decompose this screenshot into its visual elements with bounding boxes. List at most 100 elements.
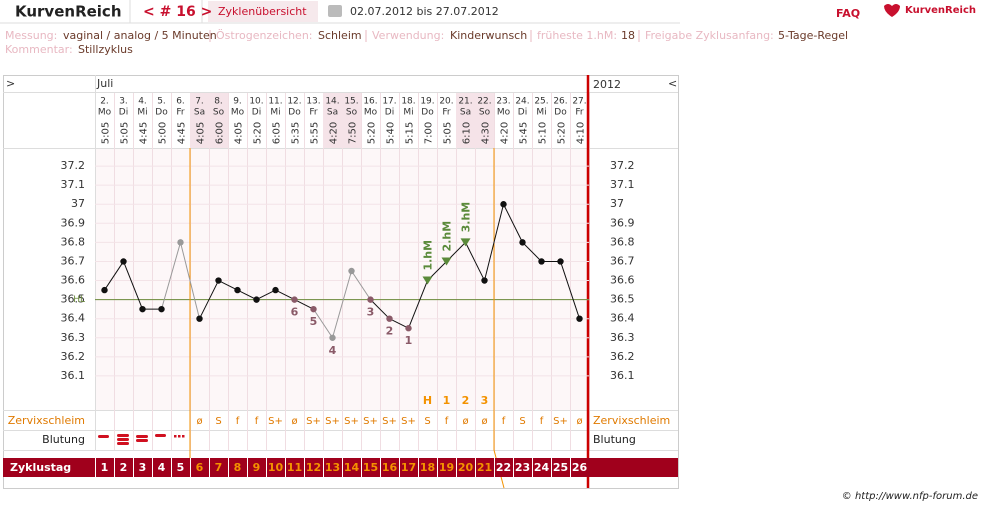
temp-point xyxy=(120,258,127,265)
y-tick-label-right: 37 xyxy=(610,197,624,210)
temp-point xyxy=(557,258,564,265)
weekday-label: Fr xyxy=(309,108,318,118)
cycle-day: 17 xyxy=(401,461,416,474)
date-label: 21. xyxy=(458,97,472,107)
date-label: 17. xyxy=(382,97,396,107)
temp-point xyxy=(215,277,222,284)
weekday-label: Mi xyxy=(536,108,546,118)
temp-point xyxy=(234,286,241,294)
weekday-label: Di xyxy=(252,108,261,118)
y-tick-label-right: 36.8 xyxy=(610,235,635,248)
temp-segment xyxy=(313,308,333,339)
cycle-day: 23 xyxy=(515,461,530,474)
zervix-symbol: S xyxy=(424,416,430,427)
time-label: 5:35 xyxy=(291,122,302,144)
y-tick-label: 36.6 xyxy=(61,274,86,287)
y-tick-label-right: 37.1 xyxy=(610,178,635,191)
time-label: 5:05 xyxy=(120,122,131,144)
weekday-label: Mi xyxy=(137,108,147,118)
nav-right[interactable]: < xyxy=(668,77,677,90)
time-label: 5:20 xyxy=(367,122,378,144)
date-label: 20. xyxy=(439,97,453,107)
bleeding-icon xyxy=(174,435,177,438)
faq-link[interactable]: FAQ xyxy=(836,7,860,20)
bleeding-icon xyxy=(117,434,129,437)
date-range: 02.07.2012 bis 27.07.2012 xyxy=(350,5,499,18)
time-label: 4:05 xyxy=(234,122,245,144)
weekday-label: So xyxy=(479,108,491,118)
weekday-label: Sa xyxy=(194,108,205,118)
temp-segment xyxy=(294,299,314,310)
weekend-shade xyxy=(209,93,228,148)
temp-segment xyxy=(389,318,409,329)
time-label: 5:20 xyxy=(557,122,568,144)
temp-segment xyxy=(237,289,257,301)
weekend-shade xyxy=(456,93,475,148)
time-label: 4:20 xyxy=(329,122,340,144)
low-label: 6 xyxy=(291,306,299,319)
weekday-label: Do xyxy=(421,108,434,118)
info-label: früheste 1.hM: xyxy=(537,29,617,42)
hm-marker xyxy=(460,238,471,247)
date-label: 11. xyxy=(268,97,282,107)
zervix-symbol: S+ xyxy=(363,416,378,427)
weekday-label: So xyxy=(346,108,358,118)
info-value: 5-Tage-Regel xyxy=(778,29,848,42)
date-label: 14. xyxy=(325,97,339,107)
temp-point xyxy=(310,305,317,313)
nav-left[interactable]: > xyxy=(6,77,15,90)
zervix-symbol: f xyxy=(255,416,259,427)
logo[interactable]: KurvenReich xyxy=(15,3,122,21)
print-icon[interactable] xyxy=(328,5,342,17)
time-label: 5:55 xyxy=(310,122,321,144)
info-value: Kinderwunsch xyxy=(450,29,527,42)
hm-marker xyxy=(441,257,452,266)
zervix-symbol: ø xyxy=(481,416,487,427)
date-label: 18. xyxy=(401,97,415,107)
y-tick-label: 37.1 xyxy=(61,178,86,191)
date-label: 15. xyxy=(344,97,358,107)
date-label: 5. xyxy=(157,97,166,107)
brand[interactable]: KurvenReich xyxy=(905,5,976,16)
time-label: 6:10 xyxy=(462,122,473,144)
weekday-label: Fr xyxy=(442,108,451,118)
zervix-symbol: ø xyxy=(462,416,468,427)
year: 2012 xyxy=(593,78,621,91)
hm-label: 1.hM xyxy=(422,240,435,271)
cycle-day: 8 xyxy=(234,461,242,474)
time-label: 5:00 xyxy=(158,122,169,144)
temp-segment xyxy=(123,261,143,310)
time-label: 5:05 xyxy=(443,122,454,144)
temp-segment xyxy=(465,242,485,281)
date-label: 24. xyxy=(515,97,529,107)
cycle-day: 3 xyxy=(139,461,147,474)
peak-label: H xyxy=(423,394,432,407)
cycle-nav[interactable]: < # 16 > xyxy=(143,4,212,20)
date-label: 26. xyxy=(553,97,567,107)
date-label: 6. xyxy=(176,97,185,107)
cycle-day: 21 xyxy=(477,461,492,474)
weekday-label: Fr xyxy=(575,108,584,118)
tab[interactable]: Zyklenübersicht xyxy=(218,5,307,18)
temp-point xyxy=(253,296,260,303)
info-value: vaginal / analog / 5 Minuten xyxy=(63,29,217,42)
cycle-day: 25 xyxy=(553,461,568,474)
zervix-symbol: f xyxy=(445,416,449,427)
temp-point xyxy=(158,305,165,313)
date-label: 2. xyxy=(100,97,109,107)
temp-point xyxy=(519,239,526,246)
date-label: 22. xyxy=(477,97,491,107)
y-tick-label: 36.8 xyxy=(61,235,86,248)
zervix-symbol: S+ xyxy=(306,416,321,427)
low-label: 2 xyxy=(386,325,394,338)
y-tick-label-right: 36.5 xyxy=(610,293,635,306)
y-tick-label: 36.3 xyxy=(61,331,86,344)
zervix-symbol: S xyxy=(215,416,221,427)
y-tick-label: 36.7 xyxy=(61,254,86,267)
time-label: 6:00 xyxy=(215,122,226,144)
cycle-day: 26 xyxy=(572,461,588,474)
tab-bg xyxy=(208,1,318,22)
time-label: 7:50 xyxy=(348,122,359,144)
temp-segment xyxy=(503,204,523,243)
